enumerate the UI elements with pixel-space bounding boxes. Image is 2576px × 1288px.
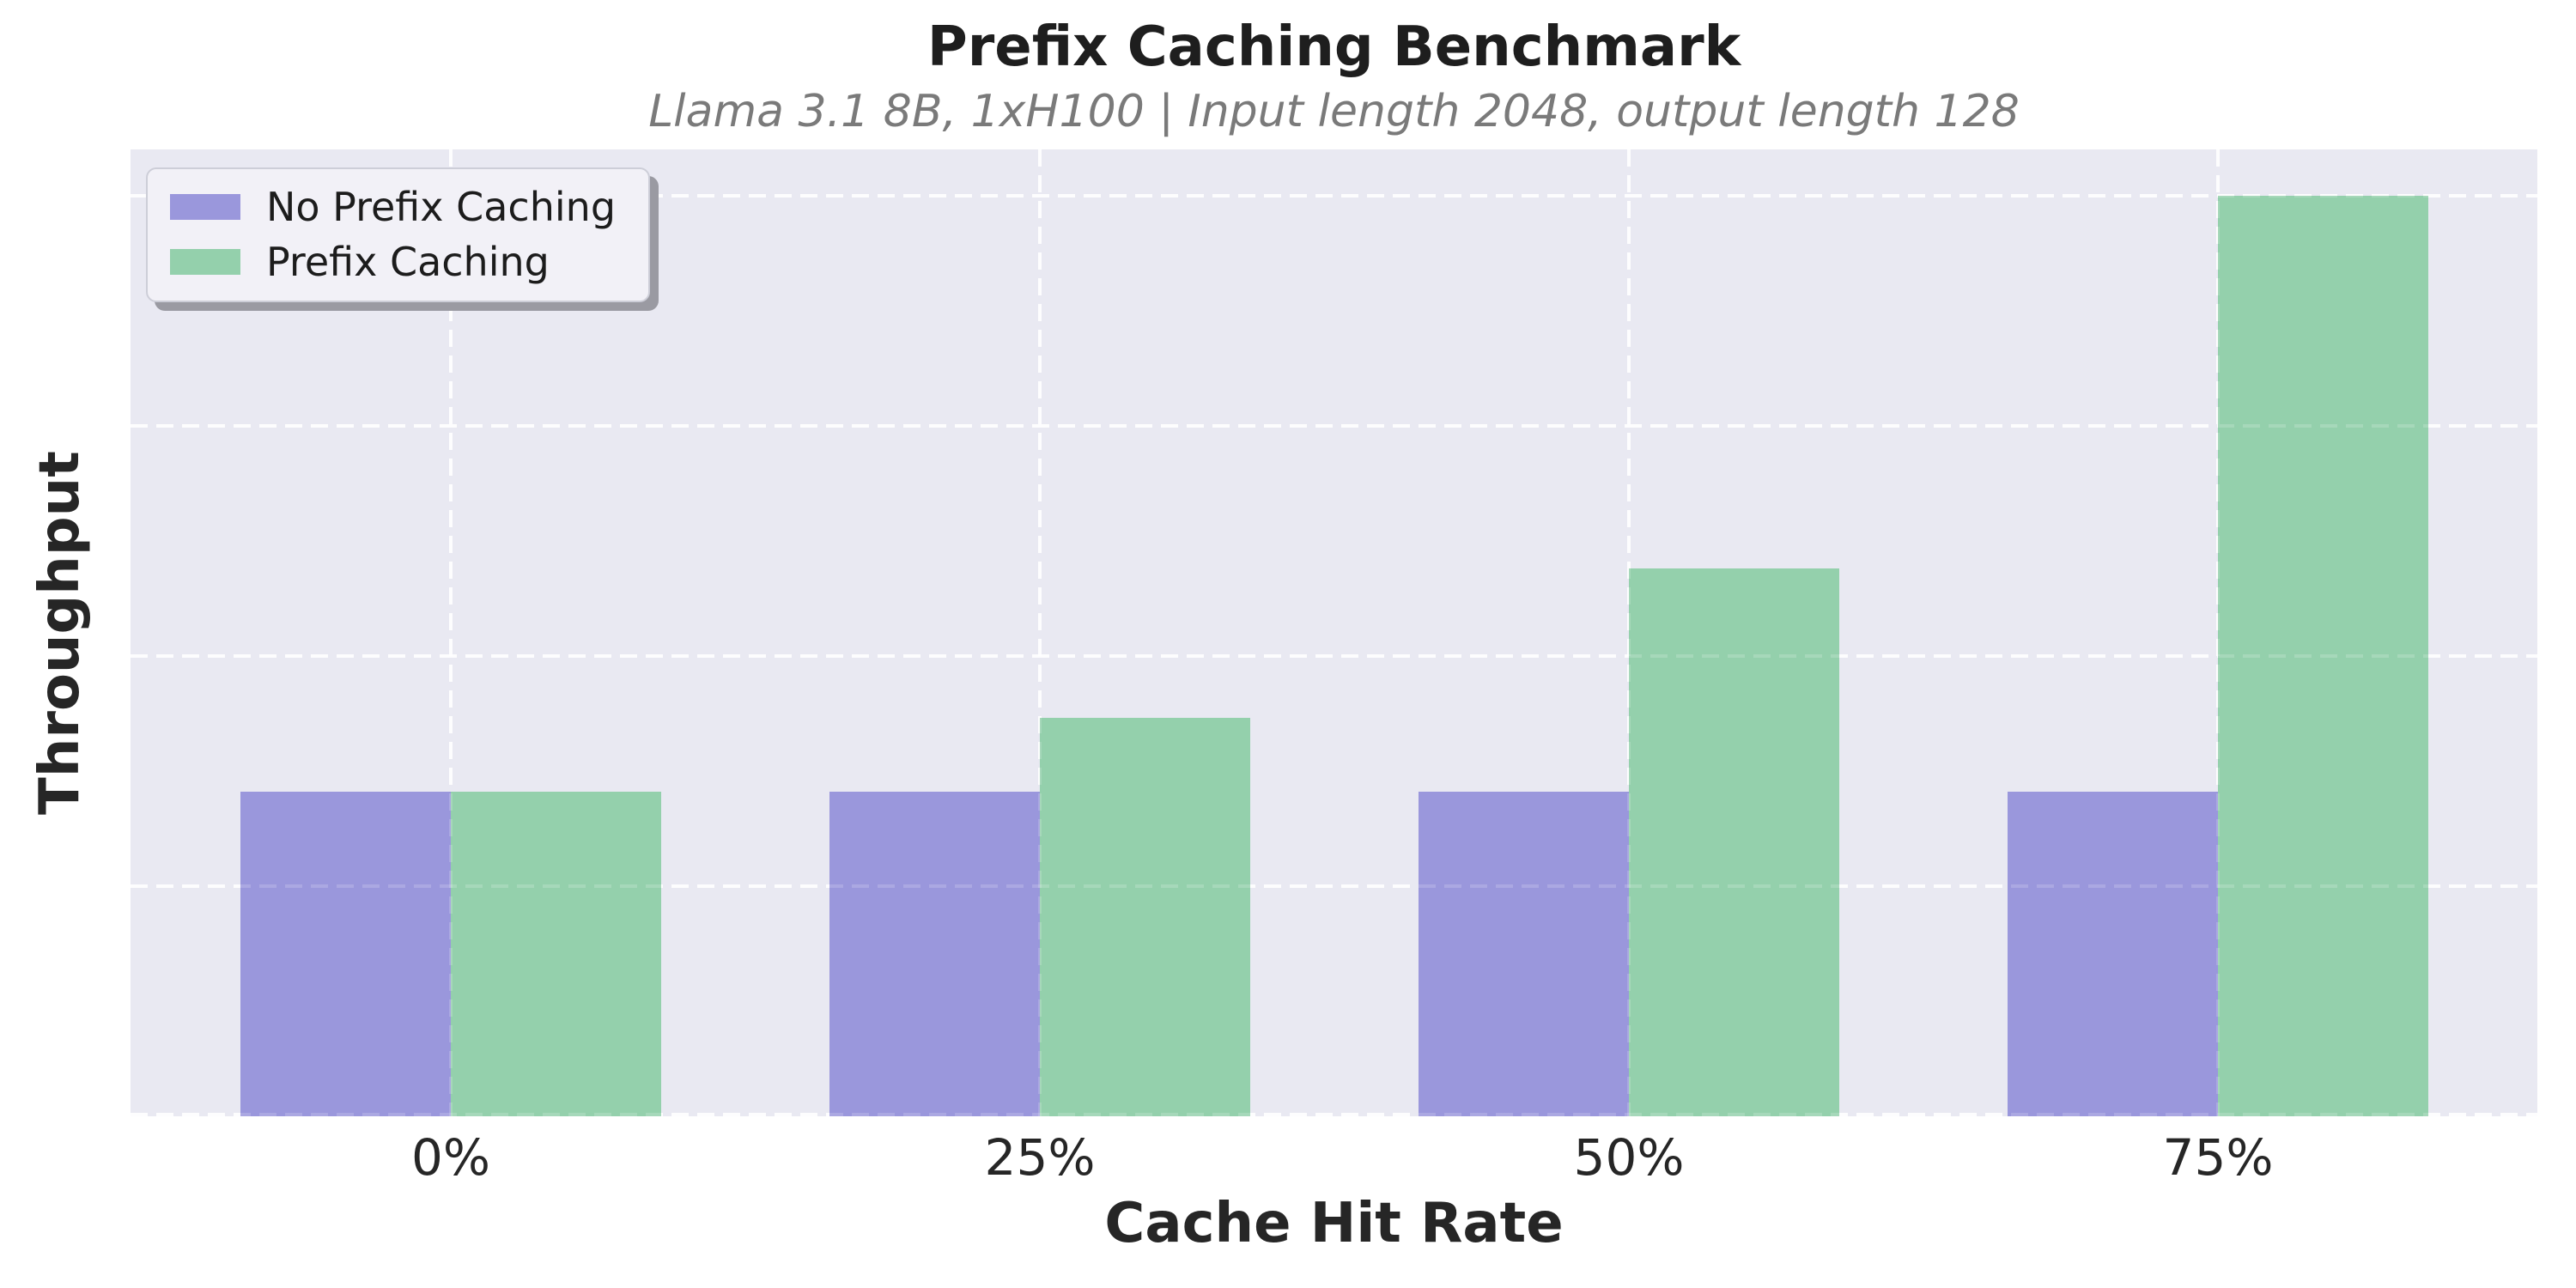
bar-prefix-caching-50% <box>1629 568 1839 1116</box>
h-gridline-3 <box>131 424 2537 428</box>
bar-no-prefix-caching-25% <box>829 792 1040 1116</box>
bar-prefix-caching-75% <box>2218 196 2428 1116</box>
bar-no-prefix-caching-50% <box>1419 792 1629 1116</box>
h-gridline-3 <box>131 424 2537 428</box>
bar-no-prefix-caching-0% <box>240 792 451 1116</box>
h-gridline-2 <box>131 654 2537 658</box>
legend: No Prefix Caching Prefix Caching <box>146 167 651 302</box>
x-tick-label-3: 75% <box>2162 1128 2274 1187</box>
legend-swatch-no-prefix-caching <box>170 194 240 221</box>
chart-subtitle: Llama 3.1 8B, 1xH100 | Input length 2048… <box>648 86 2020 137</box>
legend-label-no-prefix-caching: No Prefix Caching <box>266 184 617 230</box>
chart-title: Prefix Caching Benchmark <box>927 15 1741 79</box>
legend-swatch-prefix-caching <box>170 249 240 276</box>
x-tick-label-1: 25% <box>984 1128 1096 1187</box>
bar-prefix-caching-0% <box>451 792 661 1116</box>
x-tick-label-2: 50% <box>1573 1128 1685 1187</box>
bar-prefix-caching-25% <box>1040 718 1250 1116</box>
legend-item-prefix-caching: Prefix Caching <box>170 241 616 283</box>
h-gridline-2 <box>131 654 2537 658</box>
y-axis-label: Throughput <box>28 451 92 815</box>
plot-area: No Prefix Caching Prefix Caching <box>131 149 2537 1116</box>
x-tick-label-0: 0% <box>410 1128 491 1187</box>
bar-no-prefix-caching-75% <box>2008 792 2218 1116</box>
x-axis-label: Cache Hit Rate <box>1104 1192 1564 1255</box>
legend-label-prefix-caching: Prefix Caching <box>266 239 550 286</box>
legend-item-no-prefix-caching: No Prefix Caching <box>170 186 616 228</box>
